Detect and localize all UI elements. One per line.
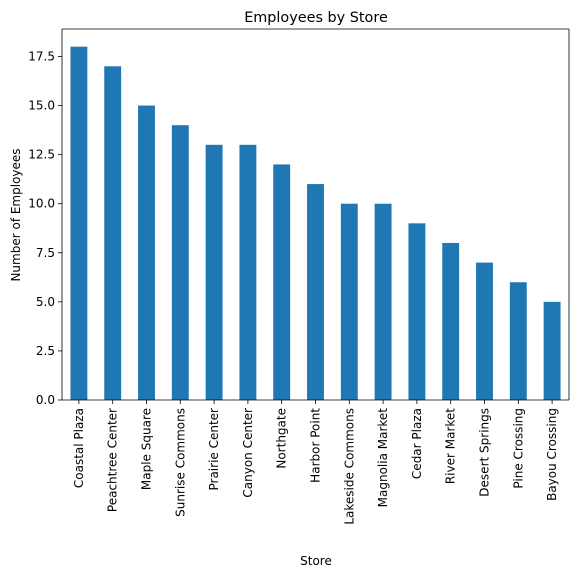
bar [509,282,527,400]
bar [205,144,223,400]
bar [476,262,493,400]
x-tick-label: Bayou Crossing [545,408,559,501]
x-tick-label: Northgate [275,408,289,469]
y-tick-label: 7.5 [36,246,55,260]
bar [408,223,426,400]
x-tick-label: Sunrise Commons [173,408,187,517]
y-tick-label: 2.5 [36,344,55,358]
x-tick-label: Harbor Point [309,408,323,483]
bar [171,125,189,401]
chart-title: Employees by Store [244,10,388,26]
x-tick-label: Peachtree Center [106,408,120,512]
x-tick-label: Desert Springs [478,408,492,497]
bar [307,184,324,400]
bar [70,46,88,401]
x-tick-label: Magnolia Market [376,408,390,508]
bar [374,203,392,400]
x-axis-label: Store [300,554,332,568]
x-tick-label: Prairie Center [207,408,221,491]
x-tick-label: Lakeside Commons [342,408,356,525]
x-tick-label: Canyon Center [241,408,255,498]
x-tick-label: Maple Square [140,408,154,490]
bar [104,66,122,400]
bar [340,203,358,400]
x-tick-label: Coastal Plaza [72,408,86,488]
y-axis-label: Number of Employees [9,148,23,281]
y-tick-label: 0.0 [36,393,55,407]
bar [442,242,460,400]
x-tick-label: River Market [444,408,458,484]
bar [543,301,561,400]
y-tick-label: 10.0 [28,197,55,211]
y-tick-label: 12.5 [28,148,55,162]
bar [273,164,291,400]
x-tick-label: Pine Crossing [511,408,525,489]
bar [138,105,155,401]
y-tick-label: 5.0 [36,295,55,309]
bar [239,144,257,400]
y-tick-label: 15.0 [28,99,55,113]
x-tick-label: Cedar Plaza [410,408,424,479]
y-tick-label: 17.5 [28,49,55,63]
